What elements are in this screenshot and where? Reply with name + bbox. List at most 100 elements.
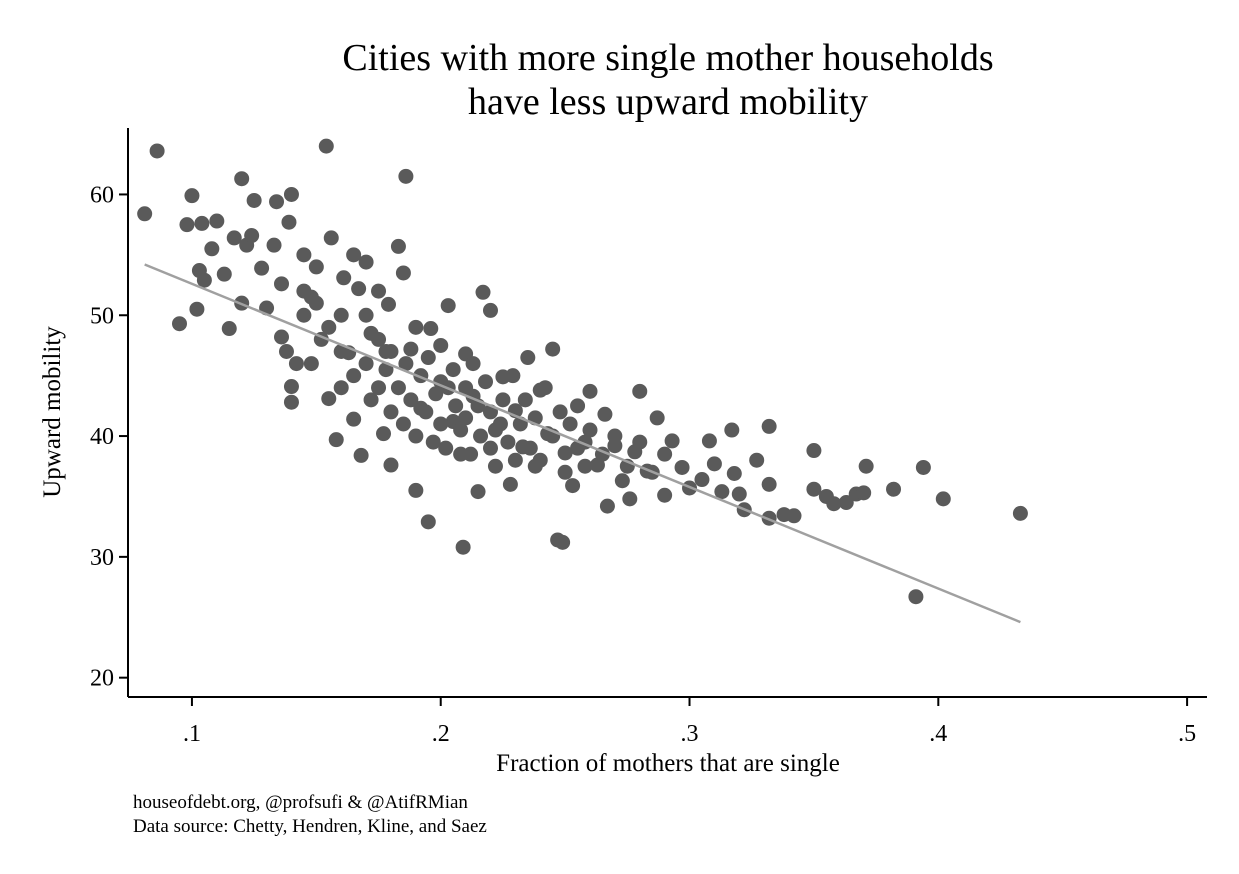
point [570, 398, 586, 414]
point [308, 295, 324, 311]
point [545, 341, 561, 357]
point [333, 380, 349, 396]
point [453, 422, 469, 438]
point [597, 406, 613, 422]
point [363, 392, 379, 408]
y-axis-label: Upward mobility [39, 326, 66, 498]
point [269, 194, 285, 210]
point [714, 484, 730, 500]
point [915, 459, 931, 475]
point [565, 478, 581, 494]
point [582, 422, 598, 438]
point [537, 380, 553, 396]
x-tick-label: .4 [929, 721, 947, 747]
point [622, 491, 638, 507]
fit-line [144, 263, 1021, 624]
point [478, 374, 494, 390]
note: houseofdebt.org, @profsufi & @AtifRMian [133, 792, 468, 813]
point [786, 508, 802, 524]
y-tick-label: 20 [90, 666, 114, 692]
point [935, 491, 951, 507]
point [657, 487, 673, 503]
point [204, 241, 220, 257]
point [184, 188, 200, 204]
point [371, 283, 387, 299]
y-tick-label: 60 [90, 182, 114, 208]
point [303, 356, 319, 372]
point [657, 446, 673, 462]
point [395, 265, 411, 281]
point [552, 404, 568, 420]
x-tick-label: .3 [681, 721, 699, 747]
point [858, 458, 874, 474]
point [283, 394, 299, 410]
point [383, 404, 399, 420]
point [487, 458, 503, 474]
point [517, 392, 533, 408]
point [455, 539, 471, 555]
point [346, 247, 362, 263]
point [321, 391, 337, 407]
point [288, 356, 304, 372]
point [333, 343, 349, 359]
point [398, 356, 414, 372]
point [371, 331, 387, 347]
point [333, 307, 349, 323]
point [440, 298, 456, 314]
point [321, 319, 337, 335]
point [557, 445, 573, 461]
point [266, 237, 282, 253]
point [226, 230, 242, 246]
x-axis-label: Fraction of mothers that are single [496, 750, 840, 777]
point [358, 307, 374, 323]
point [308, 259, 324, 275]
point [482, 440, 498, 456]
point [346, 368, 362, 384]
point [408, 428, 424, 444]
point [577, 458, 593, 474]
point [1012, 505, 1028, 521]
point [274, 276, 290, 292]
point [826, 496, 842, 512]
point [390, 380, 406, 396]
point [724, 422, 740, 438]
point [502, 476, 518, 492]
point [749, 452, 765, 468]
point [507, 452, 523, 468]
point [694, 472, 710, 488]
point [353, 447, 369, 463]
point [358, 356, 374, 372]
point [731, 486, 747, 502]
point [458, 380, 474, 396]
point [761, 476, 777, 492]
point [562, 416, 578, 432]
point [376, 426, 392, 442]
point [371, 380, 387, 396]
point [420, 350, 436, 366]
note: Data source: Chetty, Hendren, Kline, and… [133, 816, 487, 837]
point [438, 440, 454, 456]
point [403, 341, 419, 357]
point [318, 138, 334, 154]
point [482, 302, 498, 318]
point [632, 434, 648, 450]
point [149, 143, 165, 159]
point [423, 321, 439, 337]
point [351, 281, 367, 297]
point [470, 484, 486, 500]
point [281, 214, 297, 230]
point [234, 171, 250, 187]
point [296, 283, 312, 299]
point [274, 329, 290, 345]
point [458, 410, 474, 426]
point [328, 432, 344, 448]
point [408, 482, 424, 498]
point [358, 254, 374, 270]
point [246, 192, 262, 208]
point [189, 301, 205, 317]
y-tick-label: 40 [90, 424, 114, 450]
point [706, 456, 722, 472]
point [137, 206, 153, 222]
point [209, 213, 225, 229]
point [380, 296, 396, 312]
